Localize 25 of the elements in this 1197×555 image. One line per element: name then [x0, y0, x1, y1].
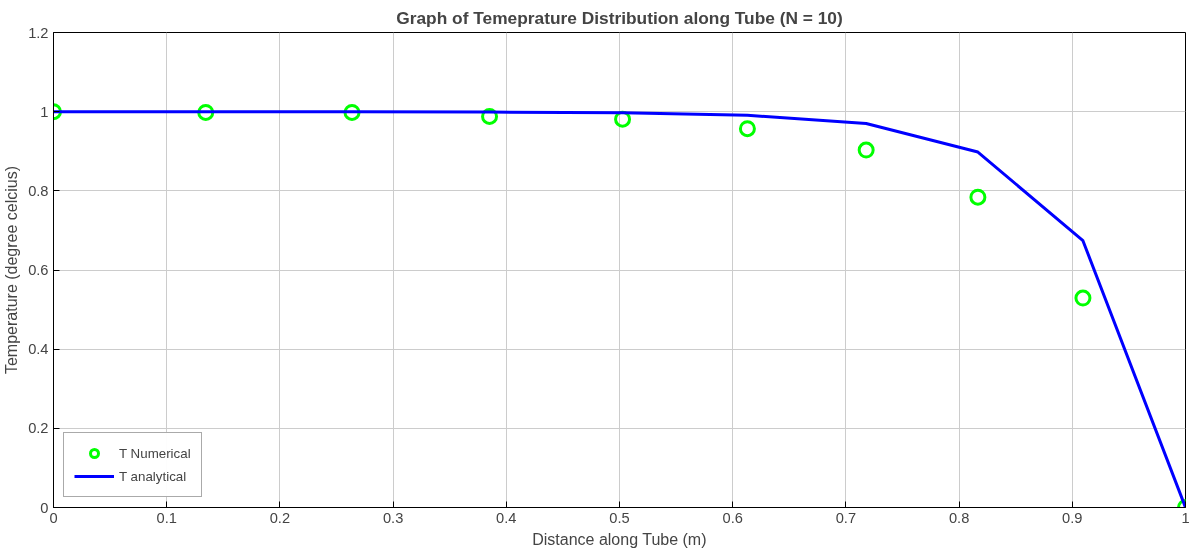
x-tick-label: 0.5 [609, 509, 630, 526]
y-tick-label: 0.4 [28, 341, 49, 358]
chart-title: Graph of Temeprature Distribution along Tube (N = 10) [396, 7, 843, 28]
legend-label: T Numerical [119, 445, 191, 461]
point [969, 188, 987, 206]
point [738, 120, 756, 138]
y-tick-label: 0.8 [28, 182, 49, 199]
y-tick-label: 1.2 [28, 24, 49, 41]
x-axis-title: Distance along Tube (m) [532, 530, 707, 548]
y-tick-label: 1 [40, 103, 49, 120]
point [1074, 289, 1092, 307]
x-tick-label: 0.2 [269, 509, 291, 526]
x-tick-label: 0.7 [835, 509, 857, 526]
x-tick-label: 1 [1181, 509, 1190, 526]
x-tick-label: 0.6 [722, 509, 743, 526]
x-tick-label: 0.3 [382, 509, 404, 526]
x-tick-label: 0.8 [948, 509, 970, 526]
x-tick-label: 0.9 [1062, 509, 1083, 526]
y-axis-title: Temperature (degree celcius) [3, 165, 21, 375]
point [857, 141, 875, 159]
y-tick-label: 0.2 [28, 420, 49, 437]
x-tick-label: 0.4 [496, 509, 517, 526]
legend-label: T analytical [119, 468, 187, 484]
y-tick-label: 0.6 [28, 262, 49, 278]
x-tick-label: 0.1 [156, 509, 177, 526]
